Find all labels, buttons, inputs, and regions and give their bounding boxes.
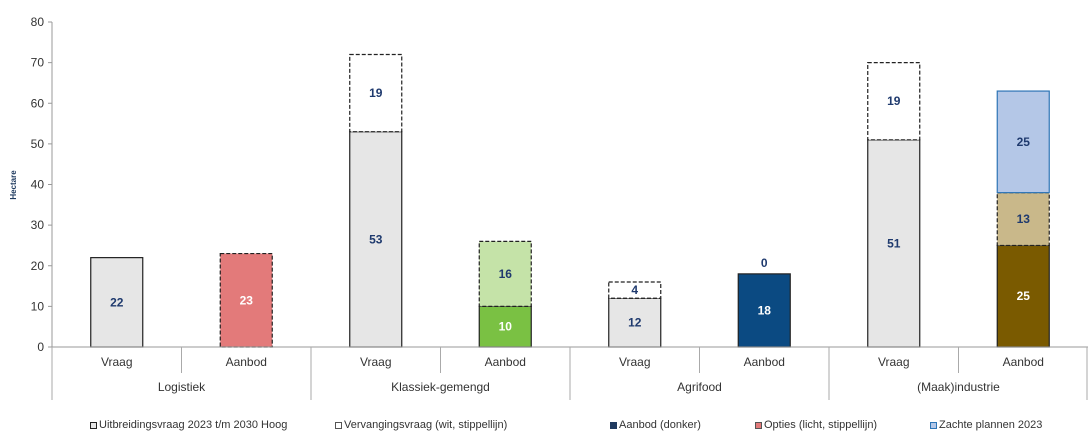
legend-item: Zachte plannen 2023 [930, 419, 1042, 431]
y-tick-label: 0 [37, 340, 44, 354]
bar-segment [349, 131, 403, 348]
data-label: 25 [1017, 289, 1031, 303]
data-label: 19 [887, 94, 901, 108]
legend-item: Aanbod (donker) [610, 419, 701, 431]
category-label: Aanbod [744, 355, 785, 369]
legend-swatch [930, 421, 937, 429]
y-tick-label: 70 [31, 56, 45, 70]
legend-swatch [610, 421, 617, 429]
y-tick-label: 10 [31, 299, 45, 313]
bar-segment [996, 192, 1050, 247]
data-label: 22 [110, 295, 124, 309]
legend: Uitbreidingsvraag 2023 t/m 2030 Hoog Verv… [0, 417, 1088, 435]
legend-swatch [90, 421, 97, 429]
legend-swatch [335, 421, 342, 429]
bar-segment [349, 53, 403, 133]
y-tick-label: 60 [31, 96, 45, 110]
legend-label: Uitbreidingsvraag 2023 t/m 2030 Hoog [99, 419, 288, 431]
bar-segment [996, 244, 1050, 348]
data-label: 19 [369, 86, 383, 100]
group-label: Agrifood [677, 380, 722, 394]
data-label: 0 [761, 256, 768, 270]
category-label: Aanbod [485, 355, 526, 369]
category-label: Vraag [101, 355, 133, 369]
bar-segment [608, 281, 662, 299]
data-label: 4 [631, 283, 638, 297]
group-label: (Maak)industrie [917, 380, 1000, 394]
data-label: 25 [1017, 135, 1031, 149]
y-tick-label: 20 [31, 259, 45, 273]
data-label: 23 [240, 293, 254, 307]
legend-swatch [755, 421, 762, 429]
bar-segment [90, 257, 144, 348]
category-label: Vraag [360, 355, 392, 369]
category-label: Vraag [619, 355, 651, 369]
bars: 22 23 53 19 10 16 12 4 18 0 51 19 25 13 25 [90, 53, 1050, 348]
category-label: Aanbod [226, 355, 267, 369]
group-label: Klassiek-gemengd [391, 380, 490, 394]
data-label: 10 [499, 320, 513, 334]
y-axis-label: Hectare [9, 170, 18, 200]
data-label: 16 [499, 267, 513, 281]
legend-item: Uitbreidingsvraag 2023 t/m 2030 Hoog [90, 419, 287, 431]
y-tick-label: 30 [31, 218, 45, 232]
y-axis: 0 10 20 30 40 50 60 70 80 [31, 15, 53, 354]
legend-label: Vervangingsvraag (wit, stippellijn) [344, 419, 508, 431]
legend-item: Opties (licht, stippellijn) [755, 419, 877, 431]
data-label: 18 [758, 303, 772, 317]
legend-label: Aanbod (donker) [619, 419, 701, 431]
y-tick-label: 80 [31, 15, 45, 29]
y-tick-label: 40 [31, 178, 45, 192]
category-label: Aanbod [1003, 355, 1044, 369]
x-axis: Logistiek Vraag Aanbod Klassiek-gemengd Vraa… [51, 346, 1088, 400]
legend-item: Vervangingsvraag (wit, stippellijn) [335, 419, 507, 431]
bar-segment [478, 240, 532, 307]
bar-segment [867, 62, 921, 141]
bar-segment [996, 90, 1050, 194]
bar-segment [737, 273, 791, 348]
y-tick-label: 50 [31, 137, 45, 151]
data-label: 12 [628, 316, 642, 330]
data-label: 53 [369, 232, 383, 246]
category-label: Vraag [878, 355, 910, 369]
legend-label: Zachte plannen 2023 [939, 419, 1043, 431]
data-label: 51 [887, 236, 901, 250]
group-label: Logistiek [158, 380, 206, 394]
legend-label: Opties (licht, stippellijn) [764, 419, 878, 431]
data-label: 13 [1017, 212, 1031, 226]
